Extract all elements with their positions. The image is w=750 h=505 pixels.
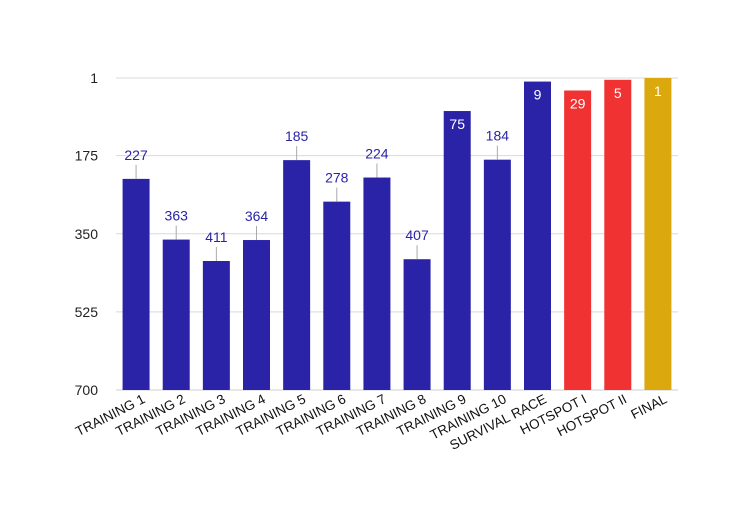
bar	[564, 90, 592, 390]
value-label-leaders	[135, 145, 498, 262]
x-category-label: FINAL	[628, 391, 669, 422]
value-labels: 227 363 411 364 185 278 224 407 75 184 9 29 5 1	[124, 83, 662, 245]
bar	[283, 160, 311, 390]
bar	[644, 78, 672, 390]
y-axis-ticks: 1 175 350 525 700	[75, 70, 99, 398]
bar	[443, 111, 471, 391]
bar	[323, 201, 351, 390]
bar	[243, 240, 270, 390]
bar	[202, 261, 230, 390]
bar	[122, 178, 150, 390]
bar-value-label: 364	[245, 208, 269, 224]
bar-value-label: 278	[325, 170, 349, 186]
y-tick-label: 1	[90, 70, 98, 86]
bar	[162, 239, 190, 390]
grid-lines	[116, 77, 678, 391]
y-tick-label: 525	[75, 304, 99, 320]
bar	[604, 79, 632, 391]
y-tick-label: 700	[75, 382, 99, 398]
bar-value-label: 224	[365, 146, 389, 162]
bar-value-label: 29	[570, 95, 586, 111]
bar	[363, 177, 391, 390]
y-tick-label: 175	[75, 148, 99, 164]
bar-value-label: 363	[165, 208, 189, 224]
bar-value-label: 185	[285, 128, 309, 144]
y-tick-label: 350	[75, 226, 99, 242]
bar	[483, 159, 511, 390]
bars	[122, 78, 672, 391]
bar-value-label: 227	[124, 147, 148, 163]
bar-value-label: 1	[654, 83, 662, 99]
bar-value-label: 75	[449, 116, 465, 132]
bar	[524, 81, 551, 391]
bar-value-label: 5	[614, 85, 622, 101]
bar-value-label: 411	[205, 229, 228, 245]
bar	[403, 259, 431, 390]
bar-value-label: 9	[534, 87, 542, 103]
bar-value-label: 184	[486, 128, 510, 144]
bar-value-label: 407	[405, 227, 429, 243]
